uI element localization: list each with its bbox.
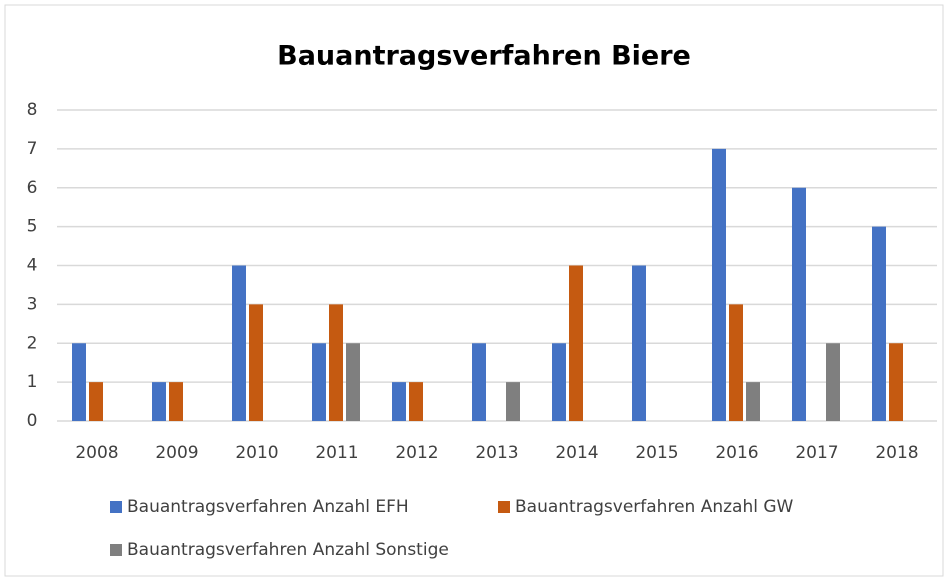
bar	[632, 265, 646, 421]
legend-label: Bauantragsverfahren Anzahl Sonstige	[127, 540, 449, 560]
y-tick-label: 0	[27, 411, 38, 431]
bar	[392, 382, 406, 421]
bar	[569, 265, 583, 421]
bar	[169, 382, 183, 421]
bar	[89, 382, 103, 421]
bar	[72, 343, 86, 421]
bar	[409, 382, 423, 421]
x-tick-label: 2014	[555, 443, 598, 463]
x-tick-label: 2013	[475, 443, 518, 463]
bar	[889, 343, 903, 421]
y-tick-label: 2	[27, 333, 38, 353]
x-tick-label: 2010	[235, 443, 278, 463]
legend-label: Bauantragsverfahren Anzahl GW	[515, 497, 794, 517]
bar	[729, 304, 743, 421]
bar	[312, 343, 326, 421]
chart-title: Bauantragsverfahren Biere	[277, 41, 691, 72]
bar	[249, 304, 263, 421]
y-tick-label: 6	[27, 178, 38, 198]
bar	[872, 226, 886, 421]
x-tick-label: 2008	[75, 443, 118, 463]
y-tick-label: 8	[27, 100, 38, 120]
legend-swatch	[498, 501, 510, 513]
x-tick-label: 2012	[395, 443, 438, 463]
bar	[232, 265, 246, 421]
bar	[826, 343, 840, 421]
x-tick-label: 2015	[635, 443, 678, 463]
x-tick-label: 2016	[715, 443, 758, 463]
legend-label: Bauantragsverfahren Anzahl EFH	[127, 497, 409, 517]
x-tick-label: 2017	[795, 443, 838, 463]
chart-frame	[4, 4, 944, 577]
bar	[792, 187, 806, 421]
x-tick-label: 2018	[875, 443, 918, 463]
y-tick-label: 7	[27, 139, 38, 159]
legend-swatch	[110, 501, 122, 513]
bar	[472, 343, 486, 421]
y-tick-label: 5	[27, 217, 38, 237]
bar	[152, 382, 166, 421]
bar	[329, 304, 343, 421]
bar	[552, 343, 566, 421]
bar	[346, 343, 360, 421]
legend-swatch	[110, 544, 122, 556]
x-tick-label: 2009	[155, 443, 198, 463]
y-tick-label: 3	[27, 294, 38, 314]
bar	[712, 148, 726, 421]
y-tick-label: 1	[27, 372, 38, 392]
y-tick-label: 4	[27, 256, 38, 276]
x-tick-label: 2011	[315, 443, 358, 463]
bar	[746, 382, 760, 421]
bar	[506, 382, 520, 421]
